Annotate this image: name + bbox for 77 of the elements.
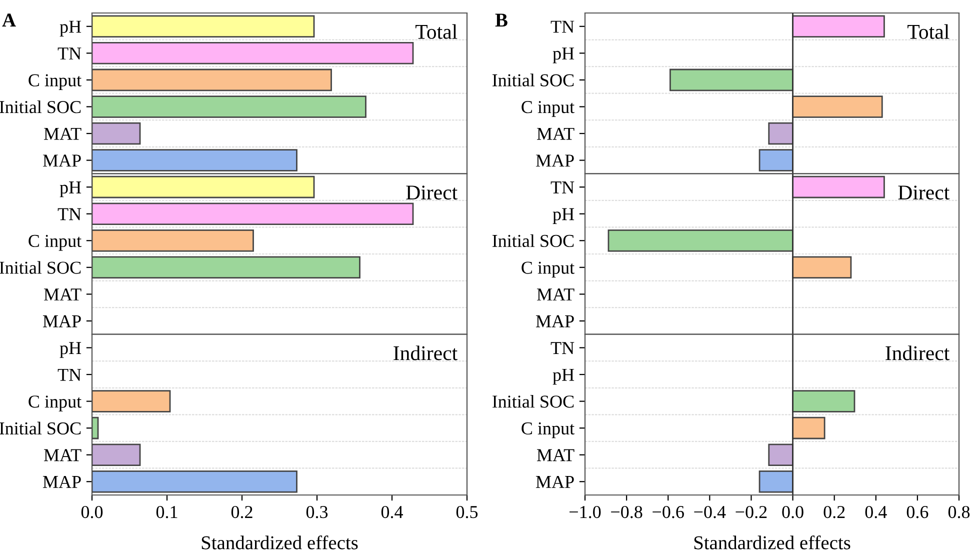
y-tick-label: pH	[60, 342, 82, 358]
y-tick-label: pH	[60, 181, 82, 198]
y-tick-label: pH	[60, 20, 82, 36]
annotation: Total	[908, 24, 950, 39]
x-tick-label: 0.1	[156, 506, 178, 518]
x-tick-label: 0.3	[306, 506, 328, 518]
bar	[92, 444, 141, 466]
x-tick-label: −0.2	[736, 506, 767, 518]
annotation: Indirect	[394, 346, 458, 360]
annotation: Indirect	[886, 346, 950, 360]
bar	[92, 42, 414, 64]
x-tick-label: 0.0	[81, 506, 103, 518]
bar	[92, 202, 414, 225]
x-tick-label: 0.0	[782, 506, 804, 518]
y-tick-label: Initial SOC	[492, 395, 574, 408]
bar	[92, 68, 332, 92]
y-tick-label: MAT	[44, 449, 82, 462]
bar	[792, 390, 856, 412]
x-tick-label: −0.4	[694, 506, 726, 518]
y-tick-label: pH	[552, 48, 574, 64]
annotation: Direct	[406, 186, 458, 200]
y-tick-label: TN	[550, 342, 574, 354]
bar	[768, 444, 794, 466]
x-tick-label: 0.5	[456, 506, 478, 518]
y-tick-label: TN	[58, 48, 82, 60]
bar	[92, 256, 360, 279]
y-tick-label: pH	[552, 368, 574, 385]
y-tick-label: MAP	[42, 154, 81, 167]
y-tick-label: C input	[28, 396, 82, 412]
chart-title: B	[495, 14, 508, 27]
x-tick-label: 0.6	[906, 506, 928, 518]
x-axis-title: Standardized effects	[694, 535, 850, 550]
y-tick-label: C input	[522, 422, 574, 438]
bar	[92, 122, 141, 145]
y-tick-label: C input	[522, 101, 574, 117]
y-tick-label: TN	[58, 368, 82, 381]
y-tick-label: TN	[58, 208, 82, 220]
y-tick-label: MAT	[44, 288, 82, 300]
x-tick-label: 0.2	[231, 506, 252, 518]
y-tick-label: MAP	[536, 154, 574, 167]
y-tick-label: Initial SOC	[492, 234, 574, 248]
y-tick-label: C input	[28, 74, 82, 90]
y-tick-label: MAP	[42, 315, 81, 328]
y-tick-label: MAT	[536, 449, 574, 462]
annotation: Total	[415, 24, 458, 39]
bar	[92, 15, 315, 38]
bar	[92, 96, 366, 118]
y-tick-label: C input	[522, 262, 574, 278]
x-tick-label: 0.4	[865, 506, 887, 518]
y-tick-label: MAT	[44, 128, 82, 140]
y-tick-label: MAP	[536, 476, 574, 488]
y-tick-label: MAT	[536, 288, 574, 300]
bar	[758, 470, 794, 493]
y-tick-label: pH	[552, 208, 574, 224]
x-tick-label: −0.8	[611, 506, 642, 518]
x-tick-label: −0.6	[652, 506, 684, 518]
y-tick-label: TN	[550, 181, 574, 194]
y-tick-label: MAP	[42, 476, 81, 488]
y-tick-label: MAP	[536, 315, 574, 328]
bar	[92, 229, 254, 252]
y-tick-label: Initial SOC	[492, 74, 574, 86]
y-tick-label: C input	[28, 234, 82, 251]
annotation: Direct	[898, 186, 950, 200]
y-tick-label: TN	[550, 20, 574, 33]
bar	[92, 390, 171, 412]
x-tick-label: 0.8	[948, 506, 970, 518]
bar	[92, 176, 315, 198]
bar	[92, 149, 298, 172]
bar	[92, 470, 298, 493]
y-tick-label: MAT	[536, 128, 574, 140]
x-tick-label: −1.0	[570, 506, 601, 518]
bar	[92, 416, 99, 440]
chart-title: A	[2, 14, 16, 26]
x-axis-title: Standardized effects	[202, 535, 358, 550]
x-tick-label: 0.2	[824, 506, 845, 518]
bar	[792, 416, 826, 440]
x-tick-label: 0.4	[381, 506, 404, 518]
